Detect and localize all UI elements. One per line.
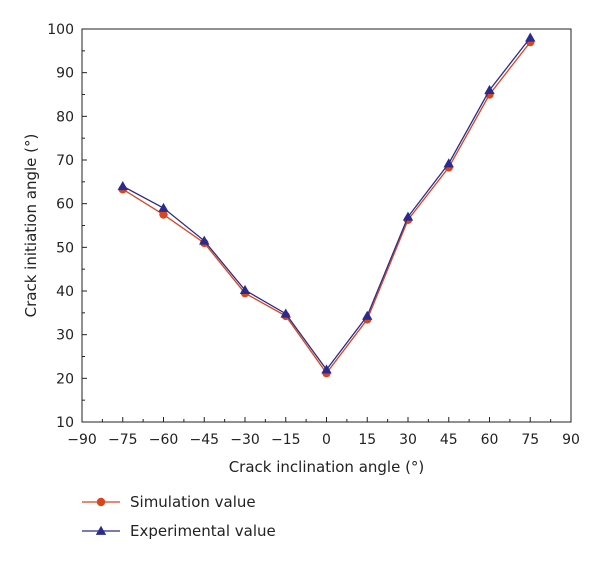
- x-tick-label: 75: [521, 432, 539, 448]
- x-tick-label: −15: [271, 432, 301, 448]
- series-line: [122, 41, 531, 375]
- x-tick-label: −45: [189, 432, 219, 448]
- data-point: [362, 310, 373, 320]
- data-point: [484, 84, 495, 95]
- x-tick-label: 15: [358, 432, 376, 448]
- series-line: [122, 37, 531, 371]
- y-tick-label: 10: [56, 415, 74, 431]
- data-point: [158, 202, 169, 212]
- legend-circle-marker: [96, 497, 106, 507]
- y-tick-label: 90: [56, 66, 74, 82]
- x-tick-label: 90: [562, 432, 580, 448]
- y-tick-label: 20: [56, 371, 74, 387]
- data-point: [402, 211, 414, 221]
- data-point: [159, 210, 168, 219]
- y-tick-label: 50: [56, 240, 74, 256]
- legend-triangle-marker: [95, 525, 107, 535]
- y-tick-label: 60: [56, 197, 74, 213]
- data-point: [280, 308, 291, 318]
- y-tick-label: 30: [56, 328, 74, 344]
- x-tick-label: 60: [481, 432, 499, 448]
- data-point: [199, 235, 210, 245]
- y-tick-label: 80: [56, 109, 74, 125]
- x-tick-label: −90: [67, 432, 97, 448]
- x-tick-label: 30: [399, 432, 417, 448]
- series-simulation: [118, 37, 535, 378]
- y-tick-label: 100: [47, 22, 74, 38]
- y-tick-label: 70: [56, 153, 74, 169]
- legend-label: Experimental value: [130, 522, 276, 540]
- x-tick-label: −30: [230, 432, 260, 448]
- x-axis-title: Crack inclination angle (°): [229, 458, 425, 476]
- y-axis: 10 20 30 40 50 60 70 80 90 100: [47, 22, 87, 431]
- x-tick-label: −75: [108, 432, 138, 448]
- legend-item: Experimental value: [82, 522, 276, 540]
- x-tick-label: 0: [322, 432, 331, 448]
- y-axis-title: Crack initiation angle (°): [22, 134, 40, 318]
- data-point: [239, 284, 251, 295]
- plot-frame: [81, 28, 572, 423]
- legend-item: Simulation value: [82, 493, 256, 511]
- x-tick-label: −60: [149, 432, 179, 448]
- y-tick-label: 40: [56, 284, 74, 300]
- data-point: [117, 181, 128, 191]
- x-tick-label: 45: [440, 432, 458, 448]
- data-point: [321, 364, 332, 374]
- x-axis: −90 −75 −60 −45 −30 −15 0 15 30 45 60 75 90: [67, 417, 580, 448]
- legend-label: Simulation value: [130, 493, 256, 511]
- data-point: [443, 158, 454, 168]
- series-experimental: [117, 32, 536, 374]
- data-point: [525, 32, 536, 42]
- chart-marks: [117, 32, 536, 378]
- legend: Simulation value Experimental value: [82, 493, 276, 540]
